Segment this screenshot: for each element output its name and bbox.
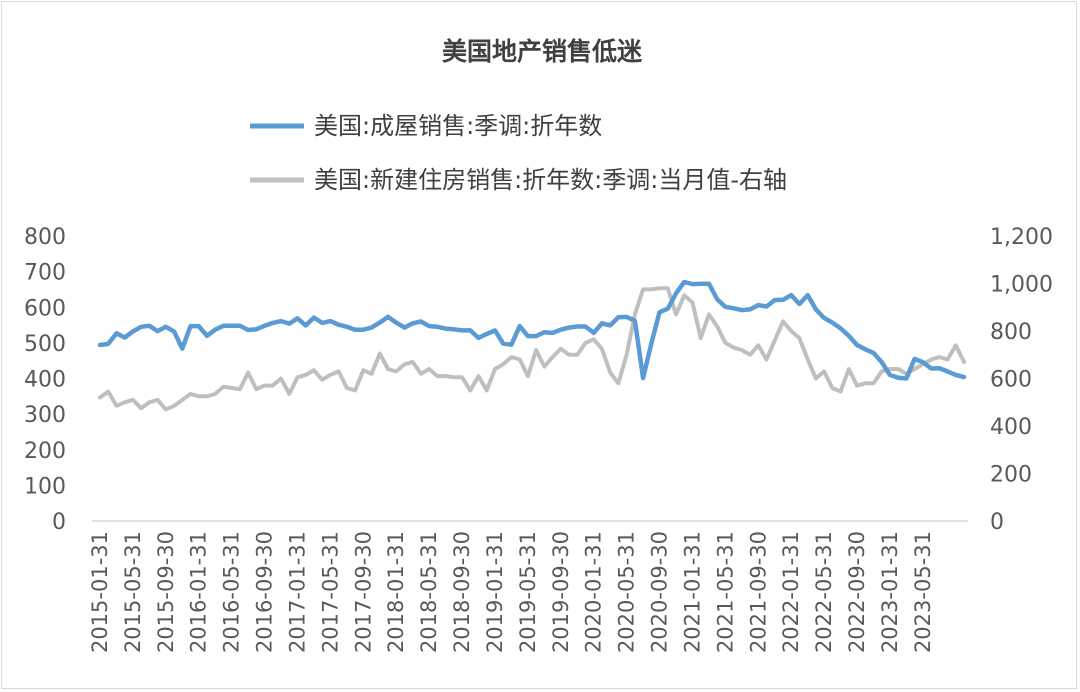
- x-tick-label: 2021-01-31: [680, 531, 704, 653]
- y-right-tick-label: 1,200: [990, 225, 1053, 250]
- legend: 美国:成屋销售:季调:折年数 美国:新建住房销售:折年数:季调:当月值-右轴: [250, 112, 787, 194]
- y-left-tick-label: 200: [24, 439, 66, 464]
- y-axis-left: 0 100 200 300 400 500 600 700 800: [24, 225, 66, 535]
- x-tick-label: 2017-09-30: [351, 531, 375, 653]
- x-tick-label: 2018-05-31: [417, 531, 441, 653]
- x-tick-label: 2021-09-30: [746, 531, 770, 653]
- x-tick-label: 2015-05-31: [121, 531, 145, 653]
- y-right-tick-label: 1,000: [990, 273, 1053, 298]
- legend-label-existing-home-sales: 美国:成屋销售:季调:折年数: [314, 112, 602, 140]
- x-tick-label: 2021-05-31: [713, 531, 737, 653]
- y-right-tick-label: 200: [990, 463, 1032, 488]
- x-tick-label: 2022-01-31: [779, 531, 803, 653]
- series-line-existing-home-sales: [97, 279, 967, 381]
- x-tick-label: 2022-05-31: [812, 531, 836, 653]
- chart-title: 美国地产销售低迷: [442, 37, 643, 66]
- x-tick-label: 2017-05-31: [318, 531, 342, 653]
- y-right-tick-label: 400: [990, 415, 1032, 440]
- x-tick-label: 2015-01-31: [88, 531, 112, 653]
- y-right-tick-label: 0: [990, 510, 1004, 535]
- y-left-tick-label: 400: [24, 368, 66, 393]
- x-tick-label: 2022-09-30: [845, 531, 869, 653]
- x-tick-label: 2020-09-30: [648, 531, 672, 653]
- y-left-tick-label: 100: [24, 474, 66, 499]
- y-left-tick-label: 800: [24, 225, 66, 250]
- y-left-tick-label: 700: [24, 261, 66, 286]
- y-right-tick-label: 800: [990, 320, 1032, 345]
- x-tick-label: 2019-01-31: [483, 531, 507, 653]
- y-right-tick-label: 600: [990, 368, 1032, 393]
- x-tick-label: 2018-09-30: [450, 531, 474, 653]
- x-tick-label: 2016-09-30: [253, 531, 277, 653]
- x-tick-label: 2015-09-30: [154, 531, 178, 653]
- x-tick-label: 2018-01-31: [384, 531, 408, 653]
- x-tick-label: 2016-05-31: [220, 531, 244, 653]
- x-axis-ticks: 2015-01-31 2015-05-31 2015-09-30 2016-01-31…: [88, 531, 935, 653]
- x-tick-label: 2023-01-31: [878, 531, 902, 653]
- y-axis-right: 0 200 400 600 800 1,000 1,200: [990, 225, 1053, 535]
- y-left-tick-label: 600: [24, 296, 66, 321]
- x-tick-label: 2020-01-31: [582, 531, 606, 653]
- x-tick-label: 2016-01-31: [187, 531, 211, 653]
- series-line-new-home-sales: [98, 286, 966, 412]
- y-left-tick-label: 500: [24, 332, 66, 357]
- x-tick-label: 2019-09-30: [549, 531, 573, 653]
- x-tick-label: 2020-05-31: [615, 531, 639, 653]
- y-left-tick-label: 0: [52, 510, 66, 535]
- legend-label-new-home-sales: 美国:新建住房销售:折年数:季调:当月值-右轴: [314, 166, 787, 194]
- x-tick-label: 2023-05-31: [911, 531, 935, 653]
- x-tick-label: 2017-01-31: [285, 531, 309, 653]
- x-tick-label: 2019-05-31: [516, 531, 540, 653]
- y-left-tick-label: 300: [24, 403, 66, 428]
- series-lines: [97, 279, 967, 412]
